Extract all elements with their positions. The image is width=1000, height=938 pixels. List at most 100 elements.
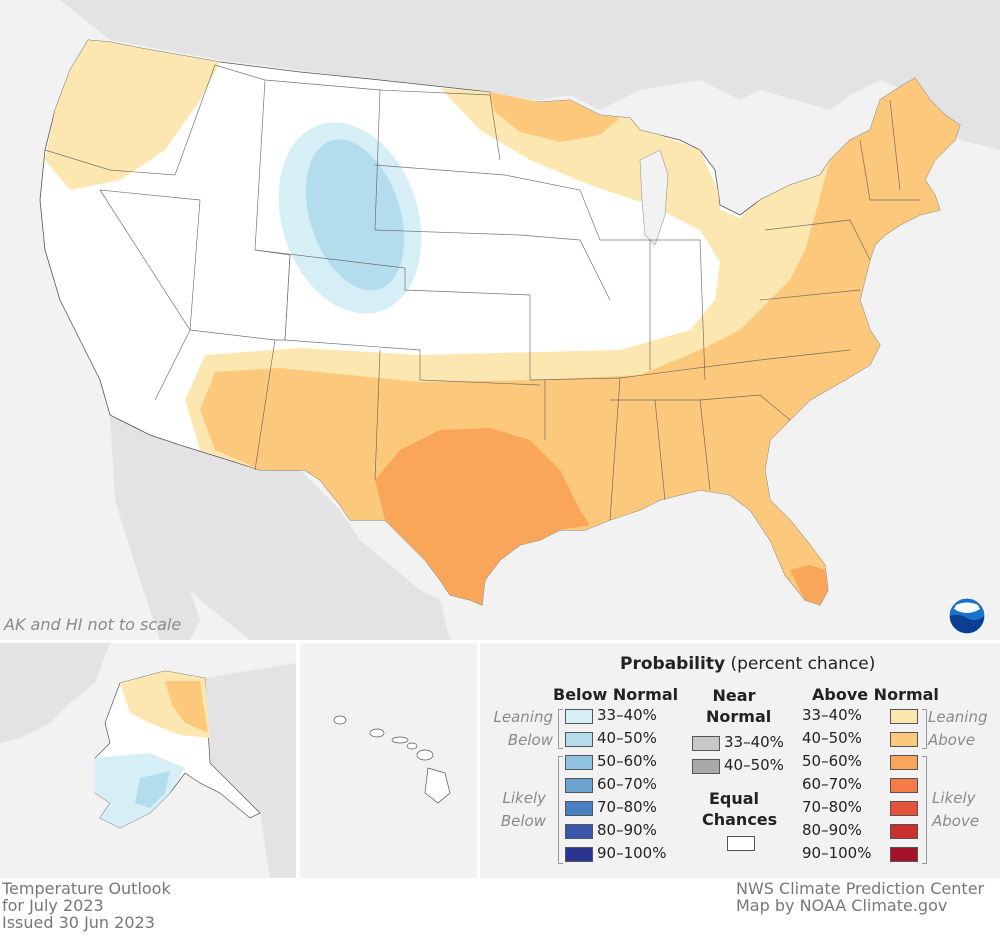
legend-label: 70–80% [597, 798, 657, 816]
mexico-land [110, 415, 450, 640]
legend-label: 40–50% [597, 729, 657, 747]
legend-label: 33–40% [724, 733, 784, 751]
legend-label: 80–90% [802, 821, 862, 839]
legend-row: 40–50% [565, 729, 685, 749]
russia-land [0, 643, 110, 743]
legend-label: 40–50% [802, 729, 862, 747]
legend-title: Probability (percent chance) [620, 654, 875, 674]
likely-above-line1: Likely [932, 789, 976, 807]
equal-chances-swatch [727, 836, 755, 851]
likely-above-bracket [922, 756, 927, 864]
outlook-period: for July 2023 [2, 896, 104, 915]
legend-row: 80–90% [565, 821, 685, 841]
legend-row: 50–60% [802, 752, 922, 772]
legend-swatch [890, 847, 918, 862]
legend-swatch [565, 801, 593, 816]
legend-label: 50–60% [597, 752, 657, 770]
legend-label: 33–40% [597, 706, 657, 724]
leaning-below-line1: Leaning [493, 708, 553, 726]
legend-row: 40–50% [802, 729, 922, 749]
legend-label: 90–100% [597, 844, 667, 862]
footer-left: Temperature Outlook for July 2023 Issued… [2, 880, 171, 931]
legend-swatch [890, 709, 918, 724]
legend-label: 80–90% [597, 821, 657, 839]
legend-swatch [890, 801, 918, 816]
likely-above-label: Likely Above [932, 787, 987, 833]
legend-row: 40–50% [692, 756, 812, 776]
map-credit: Map by NOAA Climate.gov [736, 896, 948, 915]
great-lakes [639, 149, 669, 246]
legend-row: 70–80% [802, 798, 922, 818]
legend-row: 60–70% [802, 775, 922, 795]
legend-label: 40–50% [724, 756, 784, 774]
leaning-above-label: Leaning Above [928, 706, 988, 752]
near-heading-line1: Near [712, 686, 756, 705]
legend-label: 60–70% [802, 775, 862, 793]
hawaii-islands [333, 715, 451, 804]
legend-swatch [565, 847, 593, 862]
canada-land-ak [205, 663, 296, 878]
likely-below-bracket [558, 756, 563, 864]
legend-row: 33–40% [565, 706, 685, 726]
likely-above-line2: Above [932, 812, 980, 830]
above-normal-heading: Above Normal [812, 685, 939, 704]
legend-swatch [565, 709, 593, 724]
equal-line2: Chances [702, 810, 778, 829]
legend-row: 90–100% [802, 844, 922, 864]
legend-label: 33–40% [802, 706, 862, 724]
footer-right: NWS Climate Prediction Center Map by NOA… [736, 880, 984, 914]
legend-row: 90–100% [565, 844, 685, 864]
legend-swatch [890, 732, 918, 747]
legend-swatch [890, 755, 918, 770]
likely-below-line2: Below [500, 812, 546, 830]
not-to-scale-note: AK and HI not to scale [4, 615, 182, 634]
legend-row: 60–70% [565, 775, 685, 795]
conus-map [0, 0, 1000, 640]
equal-line1: Equal [708, 789, 760, 808]
ak-above-40-50 [165, 681, 208, 733]
likely-below-label: Likely Below [480, 787, 546, 833]
hawaii-inset [300, 643, 477, 878]
legend-row: 80–90% [802, 821, 922, 841]
issued-date: Issued 30 Jun 2023 [2, 913, 155, 932]
baja-land [110, 415, 200, 640]
legend-swatch [692, 736, 720, 751]
leaning-below-label: Leaning Below [480, 706, 553, 752]
legend-title-suffix: (percent chance) [730, 654, 876, 674]
legend-label: 70–80% [802, 798, 862, 816]
legend-swatch [565, 824, 593, 839]
legend-row: 33–40% [692, 733, 812, 753]
equal-chances-heading: Equal Chances [702, 788, 778, 830]
legend-swatch [890, 778, 918, 793]
outlook-title: Temperature Outlook [2, 879, 171, 898]
near-heading-line2: Normal [706, 707, 772, 726]
leaning-above-bracket [922, 709, 927, 749]
legend-label: 60–70% [597, 775, 657, 793]
leaning-above-line2: Above [928, 731, 976, 749]
below-normal-heading: Below Normal [553, 685, 679, 704]
legend-row: 70–80% [565, 798, 685, 818]
near-normal-heading: Near Normal [706, 685, 772, 727]
legend-label: 50–60% [802, 752, 862, 770]
legend-swatch [890, 824, 918, 839]
likely-below-line1: Likely [502, 789, 546, 807]
legend-swatch [692, 759, 720, 774]
legend-swatch [565, 778, 593, 793]
leaning-above-line1: Leaning [928, 708, 988, 726]
leaning-below-line2: Below [507, 731, 553, 749]
legend-swatch [565, 755, 593, 770]
source-credit: NWS Climate Prediction Center [736, 879, 985, 898]
legend-label: 90–100% [802, 844, 872, 862]
leaning-below-bracket [558, 709, 563, 749]
above-50-60-areas [375, 428, 828, 605]
ak-below-40-50 [135, 771, 170, 808]
legend-row: 50–60% [565, 752, 685, 772]
legend-title-main: Probability [620, 654, 726, 674]
alaska-inset [0, 643, 296, 878]
legend-panel: Probability (percent chance) Below Norma… [480, 643, 1000, 878]
noaa-logo [948, 597, 986, 635]
canada-land [60, 0, 1000, 150]
legend-swatch [565, 732, 593, 747]
state-borders [44, 64, 920, 521]
legend-row: 33–40% [802, 706, 922, 726]
